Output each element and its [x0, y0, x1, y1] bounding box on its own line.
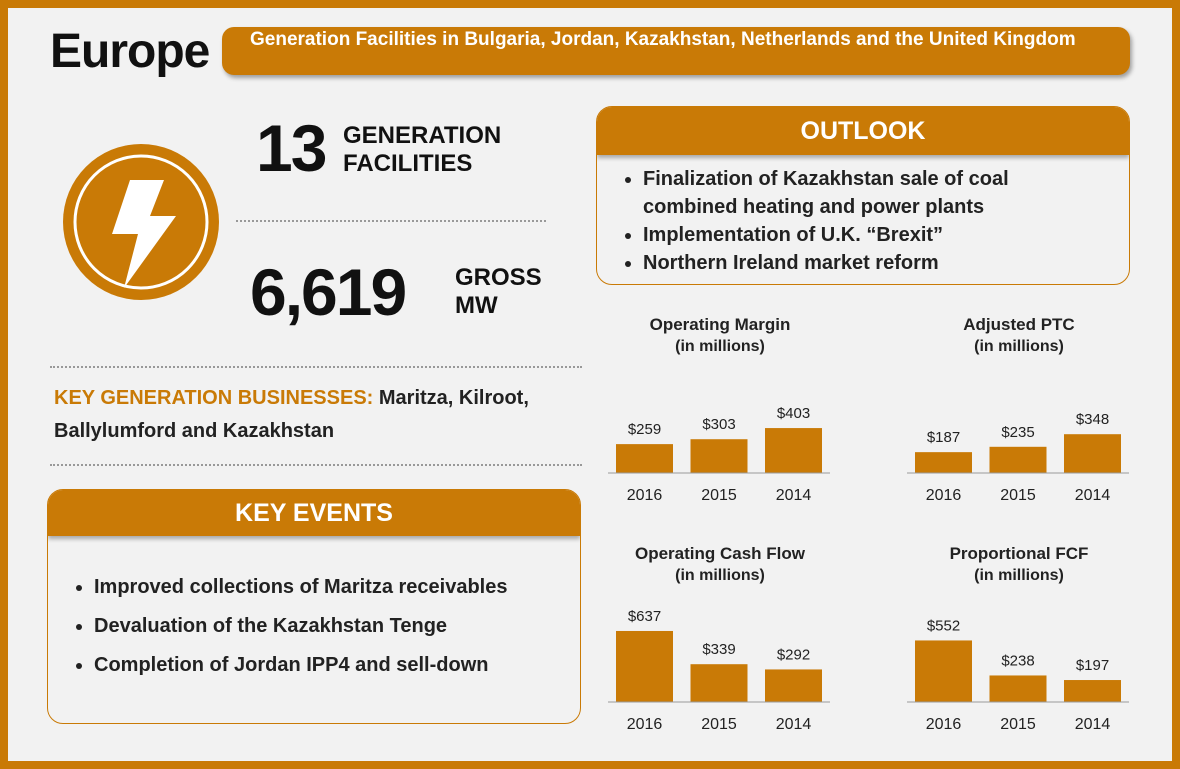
bar: [1064, 434, 1121, 473]
value-label: $259: [628, 421, 661, 438]
value-label: $303: [702, 416, 735, 433]
value-label: $403: [777, 405, 810, 422]
x-tick-label: 2016: [627, 487, 663, 504]
value-label: $197: [1076, 657, 1109, 674]
key-businesses-label: KEY GENERATION BUSINESSES:: [54, 387, 374, 409]
bar-chart: Proportional FCF (in millions) $552 2016 $23…: [907, 544, 1129, 733]
chart-subtitle: (in millions): [675, 567, 765, 584]
x-tick-label: 2015: [1000, 487, 1036, 504]
outlook-item: Northern Ireland market reform: [643, 249, 1039, 277]
region-title: Europe: [50, 25, 210, 78]
x-tick-label: 2015: [701, 716, 737, 733]
bar: [989, 675, 1047, 702]
outlook-list: Finalization of Kazakhstan sale of coal …: [597, 165, 1129, 277]
value-label: $637: [628, 608, 661, 625]
key-businesses-text: Maritza, Kilroot, Ballylumford and Kazak…: [54, 387, 529, 442]
key-events-list: Improved collections of Maritza receivab…: [48, 568, 580, 685]
bar: [690, 439, 748, 473]
bar-chart: Adjusted PTC (in millions) $187 2016 $235 201…: [907, 315, 1129, 504]
key-businesses: KEY GENERATION BUSINESSES: Maritza, Kilr…: [54, 382, 574, 448]
bar: [616, 444, 673, 473]
key-events-box: KEY EVENTS Improved collections of Marit…: [47, 489, 581, 724]
chart-subtitle: (in millions): [974, 567, 1064, 584]
bar-chart: Operating Margin (in millions) $259 2016 $30…: [608, 315, 830, 504]
outlook-item: Finalization of Kazakhstan sale of coal …: [643, 165, 1039, 221]
value-label: $238: [1001, 652, 1034, 669]
chart-title: Adjusted PTC: [963, 315, 1074, 334]
value-label: $552: [927, 617, 960, 634]
bar: [616, 630, 673, 702]
bar: [765, 669, 822, 702]
key-event-item: Devaluation of the Kazakhstan Tenge: [94, 607, 580, 646]
value-label: $187: [927, 429, 960, 446]
outlook-title: OUTLOOK: [597, 107, 1129, 155]
chart-subtitle: (in millions): [974, 338, 1064, 355]
bar: [765, 428, 822, 473]
outlook-item: Implementation of U.K. “Brexit”: [643, 221, 1039, 249]
subtitle: Generation Facilities in Bulgaria, Jorda…: [250, 29, 1076, 50]
key-events-title: KEY EVENTS: [48, 490, 580, 536]
x-tick-label: 2016: [926, 487, 962, 504]
chart-title: Operating Cash Flow: [635, 544, 806, 563]
x-tick-label: 2014: [1075, 716, 1111, 733]
x-tick-label: 2016: [926, 716, 962, 733]
bar-chart: Operating Cash Flow (in millions) $637 2016…: [608, 544, 830, 733]
key-event-item: Completion of Jordan IPP4 and sell-down: [94, 646, 580, 685]
subtitle-banner: Generation Facilities in Bulgaria, Jorda…: [222, 27, 1130, 75]
bar: [989, 446, 1047, 473]
x-tick-label: 2014: [776, 716, 812, 733]
x-tick-label: 2014: [776, 487, 812, 504]
stat-label: GROSS MW: [455, 264, 542, 319]
x-tick-label: 2016: [627, 716, 663, 733]
bar: [915, 452, 972, 473]
x-tick-label: 2014: [1075, 487, 1111, 504]
stat-value: 6,619: [250, 255, 407, 329]
chart-subtitle: (in millions): [675, 338, 765, 355]
lightning-icon: [63, 144, 219, 300]
divider: [236, 220, 546, 222]
value-label: $348: [1076, 411, 1109, 428]
bar: [915, 640, 972, 702]
value-label: $339: [702, 641, 735, 658]
divider: [50, 464, 582, 466]
bar: [690, 664, 748, 702]
key-event-item: Improved collections of Maritza receivab…: [94, 568, 580, 607]
chart-title: Operating Margin: [650, 315, 791, 334]
stat-label: GENERATION FACILITIES: [343, 122, 502, 177]
bar: [1064, 680, 1121, 702]
x-tick-label: 2015: [1000, 716, 1036, 733]
value-label: $292: [777, 646, 810, 663]
chart-title: Proportional FCF: [950, 544, 1089, 563]
outlook-box: OUTLOOK Finalization of Kazakhstan sale …: [596, 106, 1130, 285]
x-tick-label: 2015: [701, 487, 737, 504]
value-label: $235: [1001, 424, 1034, 441]
divider: [50, 366, 582, 368]
stat-value: 13: [256, 111, 327, 185]
